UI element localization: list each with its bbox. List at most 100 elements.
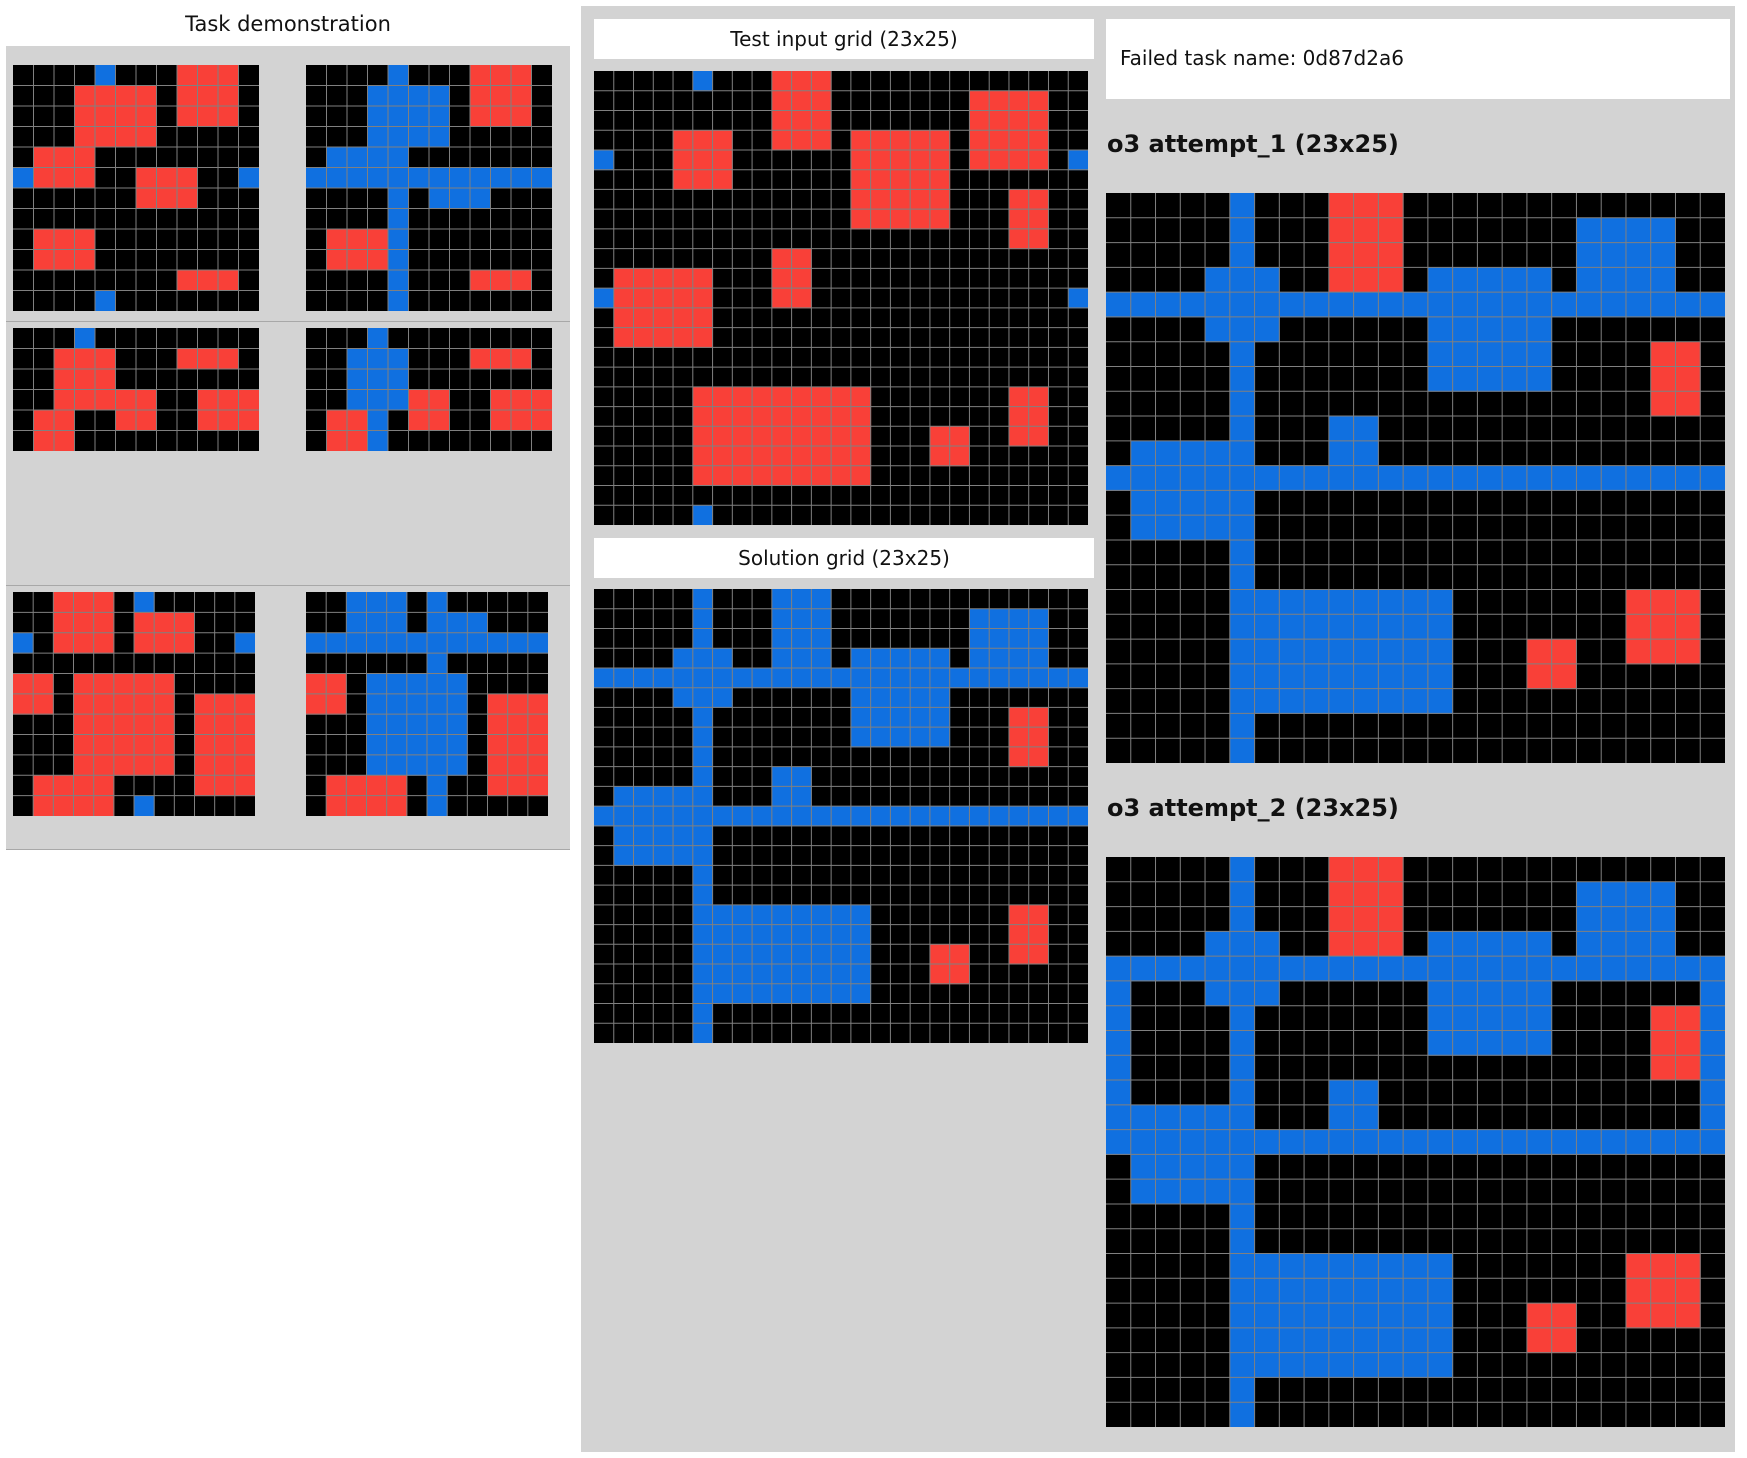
- red-cell: [113, 754, 135, 776]
- blue-cell: [1279, 1352, 1305, 1378]
- red-cell: [653, 268, 674, 289]
- red-cell: [929, 169, 951, 190]
- blue-cell: [1477, 292, 1503, 318]
- blue-cell: [1452, 956, 1478, 982]
- red-cell: [367, 229, 389, 250]
- red-cell: [33, 229, 55, 250]
- red-cell: [692, 327, 714, 348]
- red-cell: [791, 426, 812, 447]
- blue-cell: [1229, 614, 1256, 640]
- red-cell: [33, 775, 54, 797]
- red-cell: [408, 389, 430, 411]
- blue-cell: [74, 328, 96, 349]
- demo-3-output-grid: [306, 592, 548, 816]
- blue-cell: [1477, 366, 1503, 392]
- blue-cell: [1028, 806, 1049, 827]
- red-cell: [1028, 110, 1049, 131]
- red-cell: [487, 714, 509, 736]
- blue-cell: [1526, 1030, 1553, 1056]
- red-cell: [33, 430, 55, 451]
- blue-cell: [1601, 292, 1627, 318]
- blue-cell: [1008, 806, 1030, 827]
- blue-cell: [1700, 1030, 1725, 1056]
- blue-cell: [1625, 906, 1652, 932]
- blue-cell: [427, 754, 448, 776]
- red-cell: [613, 307, 635, 329]
- blue-cell: [388, 167, 409, 189]
- red-cell: [326, 430, 348, 451]
- blue-cell: [1353, 1129, 1379, 1155]
- blue-cell: [594, 806, 615, 827]
- red-cell: [54, 410, 75, 431]
- blue-cell: [134, 592, 155, 613]
- blue-cell: [771, 766, 793, 787]
- blue-cell: [1068, 288, 1088, 309]
- blue-cell: [752, 806, 773, 827]
- blue-cell: [653, 786, 674, 807]
- blue-cell: [1403, 1303, 1429, 1329]
- blue-cell: [1328, 589, 1355, 615]
- blue-cell: [692, 71, 714, 92]
- red-cell: [134, 714, 155, 736]
- blue-cell: [447, 632, 468, 654]
- blue-cell: [306, 632, 327, 654]
- red-cell: [93, 775, 115, 797]
- red-cell: [214, 754, 236, 776]
- blue-cell: [1229, 639, 1256, 665]
- red-cell: [1028, 727, 1049, 748]
- blue-cell: [1155, 1104, 1181, 1131]
- red-cell: [1008, 746, 1030, 768]
- red-cell: [177, 270, 198, 291]
- red-cell: [74, 249, 96, 271]
- blue-cell: [1229, 738, 1256, 763]
- red-cell: [177, 167, 198, 189]
- blue-cell: [732, 983, 753, 1005]
- blue-cell: [969, 648, 990, 669]
- blue-cell: [673, 825, 694, 847]
- blue-cell: [347, 167, 368, 189]
- blue-cell: [366, 592, 388, 613]
- blue-cell: [1229, 440, 1256, 467]
- blue-cell: [771, 786, 793, 807]
- blue-cell: [1106, 1030, 1132, 1056]
- red-cell: [692, 288, 714, 309]
- blue-cell: [347, 369, 368, 390]
- red-cell: [1008, 707, 1030, 728]
- blue-cell: [1304, 1253, 1330, 1279]
- blue-cell: [388, 106, 409, 127]
- blue-cell: [1353, 1303, 1379, 1329]
- blue-cell: [1180, 465, 1206, 491]
- red-cell: [470, 106, 491, 127]
- blue-cell: [1254, 956, 1280, 982]
- blue-cell: [1576, 931, 1602, 957]
- red-cell: [115, 85, 137, 107]
- blue-cell: [490, 167, 512, 189]
- red-cell: [1625, 1278, 1652, 1304]
- red-cell: [490, 65, 512, 86]
- red-cell: [870, 149, 891, 171]
- blue-cell: [234, 632, 255, 654]
- red-cell: [115, 106, 137, 127]
- blue-cell: [1106, 980, 1132, 1007]
- blue-cell: [811, 944, 832, 965]
- blue-cell: [1625, 217, 1652, 244]
- red-cell: [1328, 881, 1355, 908]
- blue-cell: [613, 786, 635, 807]
- blue-cell: [1427, 1303, 1454, 1329]
- red-cell: [633, 327, 654, 348]
- blue-cell: [850, 648, 872, 669]
- blue-cell: [1205, 1154, 1231, 1180]
- blue-cell: [1279, 663, 1305, 690]
- blue-cell: [367, 126, 389, 148]
- blue-cell: [386, 754, 408, 776]
- blue-cell: [633, 667, 654, 689]
- red-cell: [1650, 589, 1676, 615]
- blue-cell: [791, 648, 812, 669]
- blue-cell: [653, 667, 674, 689]
- blue-cell: [1650, 931, 1676, 957]
- blue-cell: [712, 944, 733, 965]
- blue-cell: [771, 667, 793, 689]
- blue-cell: [367, 410, 389, 431]
- red-cell: [1378, 267, 1404, 293]
- red-cell: [811, 110, 832, 131]
